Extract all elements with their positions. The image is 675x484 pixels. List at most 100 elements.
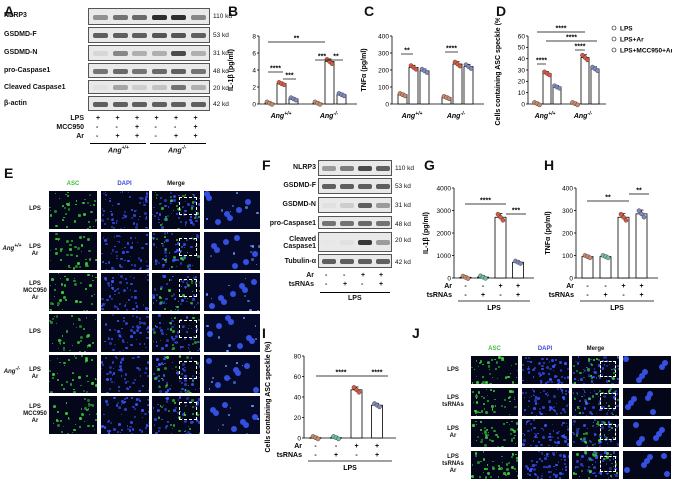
micro-spot xyxy=(101,297,104,300)
micro-spot xyxy=(164,426,167,429)
micro-spot xyxy=(576,406,580,409)
micro-spot xyxy=(49,206,51,209)
micro-spot xyxy=(187,343,190,346)
micro-spot xyxy=(171,347,175,351)
dapi-image xyxy=(99,354,150,394)
blot-a-band xyxy=(132,68,147,74)
micro-spot xyxy=(184,224,187,226)
micro-spot xyxy=(206,218,209,221)
micro-spot xyxy=(196,411,199,414)
micro-spot xyxy=(111,361,114,364)
micro-spot xyxy=(154,259,158,263)
micro-spot xyxy=(192,193,194,196)
chart-g-y-tick-label: 3000 xyxy=(437,208,452,215)
micro-spot xyxy=(121,369,123,371)
micro-spot xyxy=(59,277,62,280)
micro-spot xyxy=(548,399,551,403)
chart-g-sig-label: **** xyxy=(480,198,491,205)
micro-spot xyxy=(615,393,618,396)
micro-spot xyxy=(123,213,125,216)
micro-spot xyxy=(546,452,549,455)
micro-spot xyxy=(565,393,568,396)
micro-spot xyxy=(510,439,513,442)
micro-spot xyxy=(155,365,158,368)
micro-spot xyxy=(158,314,161,317)
micro-spot xyxy=(610,411,613,414)
micro-spot xyxy=(118,406,121,409)
micro-spot xyxy=(75,423,77,426)
micro-spot xyxy=(92,342,95,344)
micro-spot xyxy=(597,402,600,405)
micro-spot xyxy=(491,439,494,442)
micro-spot xyxy=(181,246,184,249)
micro-spot xyxy=(147,278,149,281)
micro-spot xyxy=(63,216,65,218)
micro-spot xyxy=(535,415,537,416)
micro-spot xyxy=(578,408,580,410)
micro-spot xyxy=(482,471,484,474)
micro-spot xyxy=(598,399,602,403)
micro-spot xyxy=(187,252,189,254)
blot-a-kd: 110 kd xyxy=(213,13,233,20)
micro-spot xyxy=(522,369,524,371)
chart-c-bar xyxy=(408,67,419,105)
micro-spot xyxy=(504,376,508,379)
micro-spot xyxy=(116,220,119,223)
micro-spot xyxy=(56,238,58,240)
chart-h-y-tick-label: 200 xyxy=(562,230,573,237)
micro-spot xyxy=(556,431,559,435)
micro-spot xyxy=(245,205,249,209)
micro-spot xyxy=(117,390,120,393)
blot-a-band xyxy=(171,51,186,56)
micro-spot xyxy=(566,367,569,370)
micro-spot xyxy=(170,336,174,339)
micro-spot xyxy=(131,433,133,434)
micro-spot xyxy=(533,419,535,422)
micro-spot xyxy=(166,356,169,359)
blot-a-group-line xyxy=(150,143,206,144)
micro-spot xyxy=(563,434,566,436)
micro-spot xyxy=(541,475,544,478)
micro-spot xyxy=(53,315,55,317)
zoom-image xyxy=(202,313,261,353)
blot-a-band xyxy=(190,68,206,74)
micro-spot xyxy=(159,339,161,342)
micro-spot xyxy=(556,436,560,440)
micro-spot xyxy=(501,358,505,362)
micro-spot xyxy=(540,452,544,455)
micro-spot xyxy=(144,413,147,416)
micro-j-row-label-line: tsRNAs xyxy=(442,461,464,467)
micro-spot xyxy=(475,401,479,404)
micro-spot xyxy=(193,200,196,204)
micro-spot xyxy=(166,283,168,285)
micro-spot xyxy=(560,411,563,414)
micro-spot xyxy=(537,396,541,400)
micro-spot xyxy=(564,439,568,443)
micro-spot xyxy=(133,269,136,270)
micro-spot xyxy=(61,335,64,338)
micro-spot xyxy=(593,454,596,458)
micro-spot xyxy=(135,366,138,369)
micro-spot xyxy=(130,246,133,249)
blot-f-band xyxy=(376,166,390,171)
micro-spot xyxy=(542,372,545,375)
chart-i-sig-label: **** xyxy=(336,370,347,377)
blot-a-band xyxy=(112,33,128,38)
micro-spot xyxy=(170,203,172,205)
micro-spot xyxy=(141,409,144,413)
micro-spot xyxy=(101,425,104,428)
panel-letter-i: I xyxy=(262,325,266,341)
micro-spot xyxy=(135,223,139,227)
micro-spot xyxy=(49,259,51,261)
zoom-nucleus xyxy=(642,369,649,376)
micro-spot xyxy=(164,235,166,238)
micro-spot xyxy=(482,402,486,406)
micro-spot xyxy=(588,472,591,474)
chart-h-bar-point xyxy=(587,255,593,261)
micro-spot xyxy=(106,377,110,381)
micro-spot xyxy=(176,266,178,268)
micro-spot xyxy=(192,338,195,341)
micro-spot xyxy=(128,425,132,429)
micro-spot xyxy=(157,363,161,366)
micro-spot xyxy=(165,383,169,387)
